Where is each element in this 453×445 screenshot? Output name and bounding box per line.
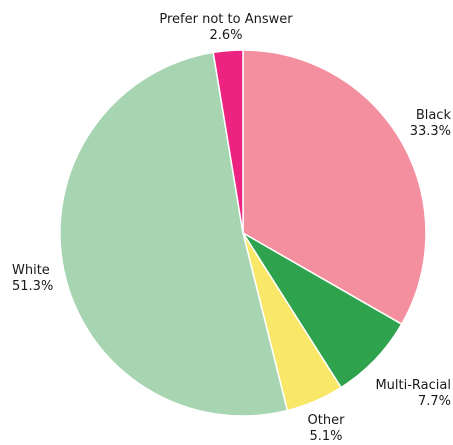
label-other: Other 5.1% <box>308 413 345 445</box>
label-white: White 51.3% <box>12 263 53 295</box>
pie-slice-prefer-not-to-answer <box>212 49 244 234</box>
label-white-percent: 51.3% <box>12 279 54 294</box>
pie-slice-white <box>59 51 289 417</box>
label-black-name: Black <box>415 108 451 123</box>
label-multi-racial-percent: 7.7% <box>417 394 451 409</box>
label-prefer-not-to-answer-percent: 2.6% <box>209 28 243 43</box>
label-multi-racial-name: Multi-Racial <box>375 378 451 393</box>
label-prefer-not-to-answer-name: Prefer not to Answer <box>159 12 293 27</box>
pie-slice-black <box>242 49 427 326</box>
label-multi-racial: Multi-Racial 7.7% <box>375 378 451 410</box>
label-black-percent: 33.3% <box>409 124 451 139</box>
label-other-percent: 5.1% <box>309 429 343 444</box>
label-black: Black 33.3% <box>410 108 451 140</box>
label-white-name: White <box>12 263 50 278</box>
label-other-name: Other <box>307 413 345 428</box>
label-prefer-not-to-answer: Prefer not to Answer 2.6% <box>159 12 292 44</box>
